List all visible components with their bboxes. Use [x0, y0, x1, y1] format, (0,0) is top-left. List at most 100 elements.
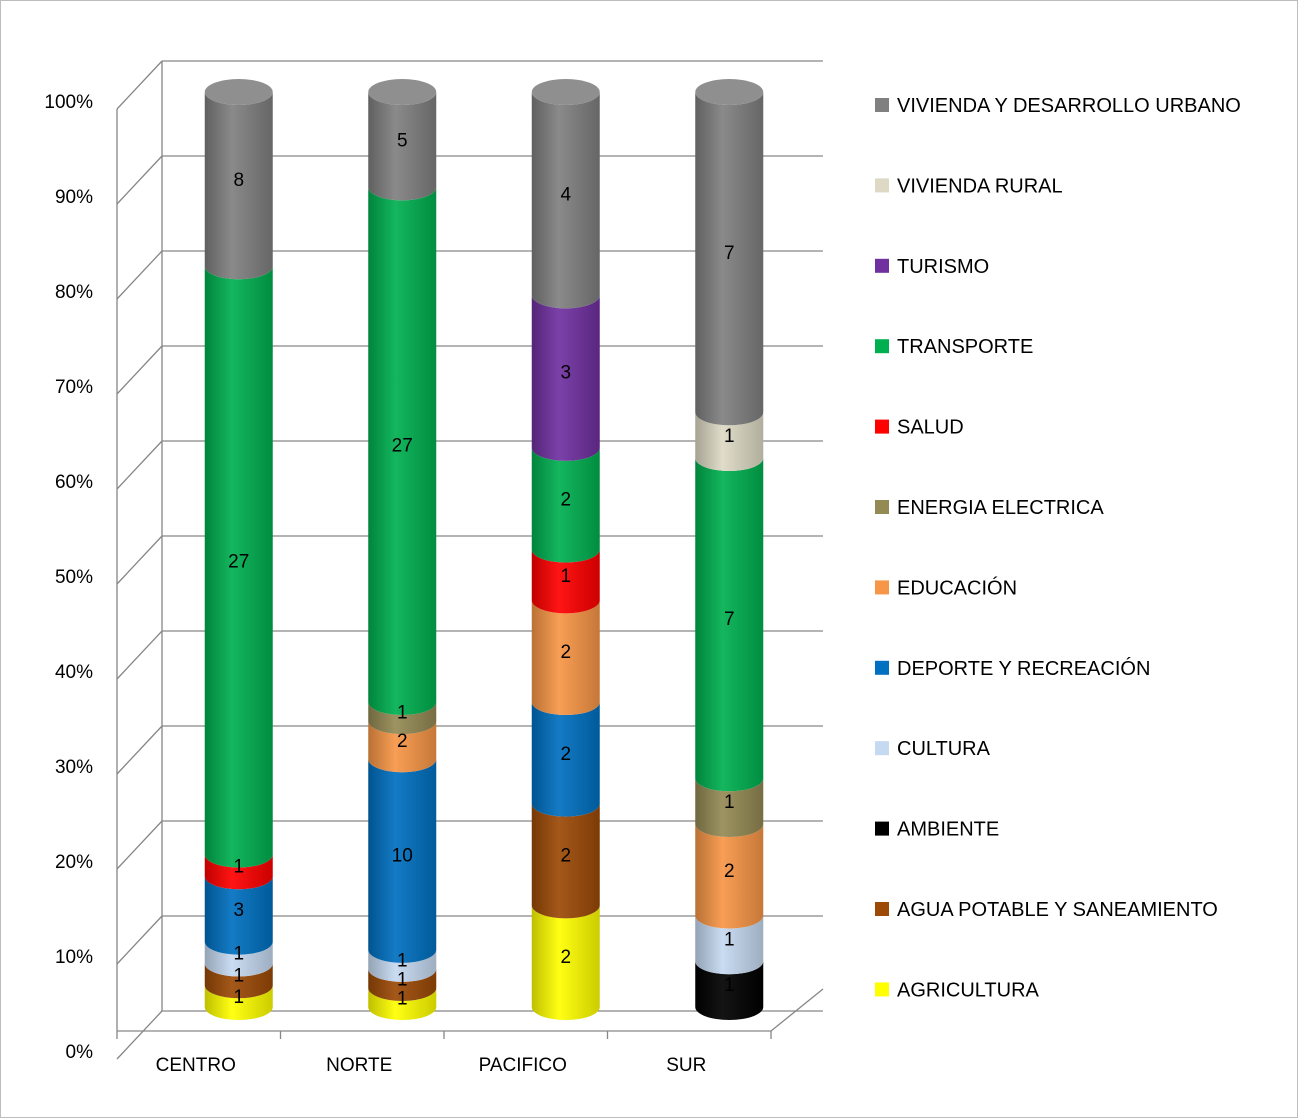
data-label: 4 [560, 185, 571, 206]
data-label: 1 [397, 703, 408, 724]
legend-label: EDUCACIÓN [897, 576, 1017, 599]
legend-label: TURISMO [897, 256, 989, 278]
legend-swatch [875, 741, 889, 756]
data-label: 3 [560, 363, 571, 384]
data-label: 2 [560, 846, 571, 867]
legend: VIVIENDA Y DESARROLLO URBANO VIVIENDA RUR… [875, 95, 1241, 1001]
data-label: 1 [233, 856, 244, 877]
data-label: 3 [233, 900, 244, 921]
legend-item: AGRICULTURA [875, 979, 1040, 1001]
gridline-side [116, 630, 163, 680]
legend-label: AMBIENTE [897, 819, 999, 841]
legend-swatch [875, 419, 889, 434]
data-label: 1 [724, 792, 735, 813]
bar-segment [204, 92, 273, 280]
gridline-side [116, 725, 163, 775]
bar-segment [368, 187, 437, 716]
data-label: 5 [397, 131, 408, 152]
data-label: 1 [397, 988, 408, 1009]
legend-swatch [875, 339, 889, 354]
legend-label: SALUD [897, 417, 964, 439]
y-tick-label: 40% [55, 662, 93, 683]
legend-label: AGRICULTURA [897, 979, 1040, 1001]
legend-item: DEPORTE Y RECREACIÓN [875, 657, 1150, 680]
legend-item: EDUCACIÓN [875, 576, 1017, 599]
legend-label: VIVIENDA Y DESARROLLO URBANO [897, 95, 1241, 117]
gridline-side [116, 440, 163, 490]
bar-stack [368, 79, 437, 1021]
gridline-side [116, 60, 163, 110]
data-label: 2 [397, 731, 408, 752]
legend-swatch [875, 982, 889, 997]
bar-segment [204, 963, 273, 999]
gridline-side [116, 1010, 163, 1060]
x-tick-label: CENTRO [156, 1055, 236, 1076]
gridline-side [116, 155, 163, 205]
data-label: 1 [397, 969, 408, 990]
legend-swatch [875, 580, 889, 595]
y-tick-label: 90% [55, 187, 93, 208]
bar-segment [368, 702, 437, 735]
bar-segment [695, 412, 764, 471]
legend-item: SALUD [875, 417, 964, 439]
data-label: 2 [560, 490, 571, 511]
bar-segment [531, 702, 600, 817]
bar-stack [695, 79, 764, 1021]
data-label: 1 [724, 929, 735, 950]
legend-swatch [875, 258, 889, 273]
legend-swatch [875, 660, 889, 675]
gridline-side [116, 820, 163, 870]
legend-label: TRANSPORTE [897, 336, 1033, 358]
bar-stack [531, 79, 600, 1021]
bar-segment [531, 803, 600, 919]
bar-segment [695, 458, 764, 792]
data-label: 2 [560, 642, 571, 663]
bar-segment [204, 941, 273, 977]
data-label: 1 [724, 426, 735, 447]
legend-label: AGUA POTABLE Y SANEAMIENTO [897, 899, 1218, 921]
bar-segment [204, 985, 273, 1021]
bar-segment [531, 295, 600, 461]
legend-item: TURISMO [875, 256, 989, 278]
bar-top-cap [368, 79, 437, 105]
legend-swatch [875, 98, 889, 112]
bar-top-cap [695, 79, 764, 105]
y-tick-label: 100% [44, 92, 93, 113]
y-tick-label: 20% [55, 852, 93, 873]
legend-item: AGUA POTABLE Y SANEAMIENTO [875, 899, 1218, 921]
legend-label: DEPORTE Y RECREACIÓN [897, 657, 1150, 680]
data-label: 1 [724, 975, 735, 996]
gridline-side [116, 915, 163, 965]
floor-edge [770, 988, 824, 1032]
legend-swatch [875, 821, 889, 836]
x-tick-label: PACIFICO [479, 1055, 567, 1076]
bar-segment [531, 549, 600, 614]
bar-segment [531, 92, 600, 309]
bars-layer [204, 79, 764, 1021]
y-tick-label: 80% [55, 282, 93, 303]
bar-segment [531, 447, 600, 563]
bar-segment [531, 905, 600, 1021]
bar-segment [204, 854, 273, 890]
legend-item: VIVIENDA Y DESARROLLO URBANO [875, 95, 1241, 117]
legend-label: CULTURA [897, 738, 991, 760]
bar-segment [368, 987, 437, 1021]
legend-item: TRANSPORTE [875, 336, 1033, 358]
y-tick-label: 30% [55, 757, 93, 778]
x-tick-label: NORTE [326, 1055, 392, 1076]
data-label: 2 [560, 744, 571, 765]
axis-layer: 0% 10% 20% 30% 40% 50% 60% 70% 80% 90% 100% CENTRO N… [44, 92, 772, 1076]
data-label: 1 [560, 566, 571, 587]
legend-swatch [875, 500, 889, 514]
y-tick-label: 0% [66, 1042, 94, 1063]
legend-label: VIVIENDA RURAL [897, 175, 1063, 197]
gridline-side [116, 345, 163, 395]
data-label: 1 [233, 944, 244, 965]
bar-segment [695, 961, 764, 1021]
y-tick-label: 10% [55, 947, 93, 968]
data-label: 7 [724, 609, 735, 630]
data-label: 2 [560, 947, 571, 968]
bar-segment [695, 92, 764, 426]
